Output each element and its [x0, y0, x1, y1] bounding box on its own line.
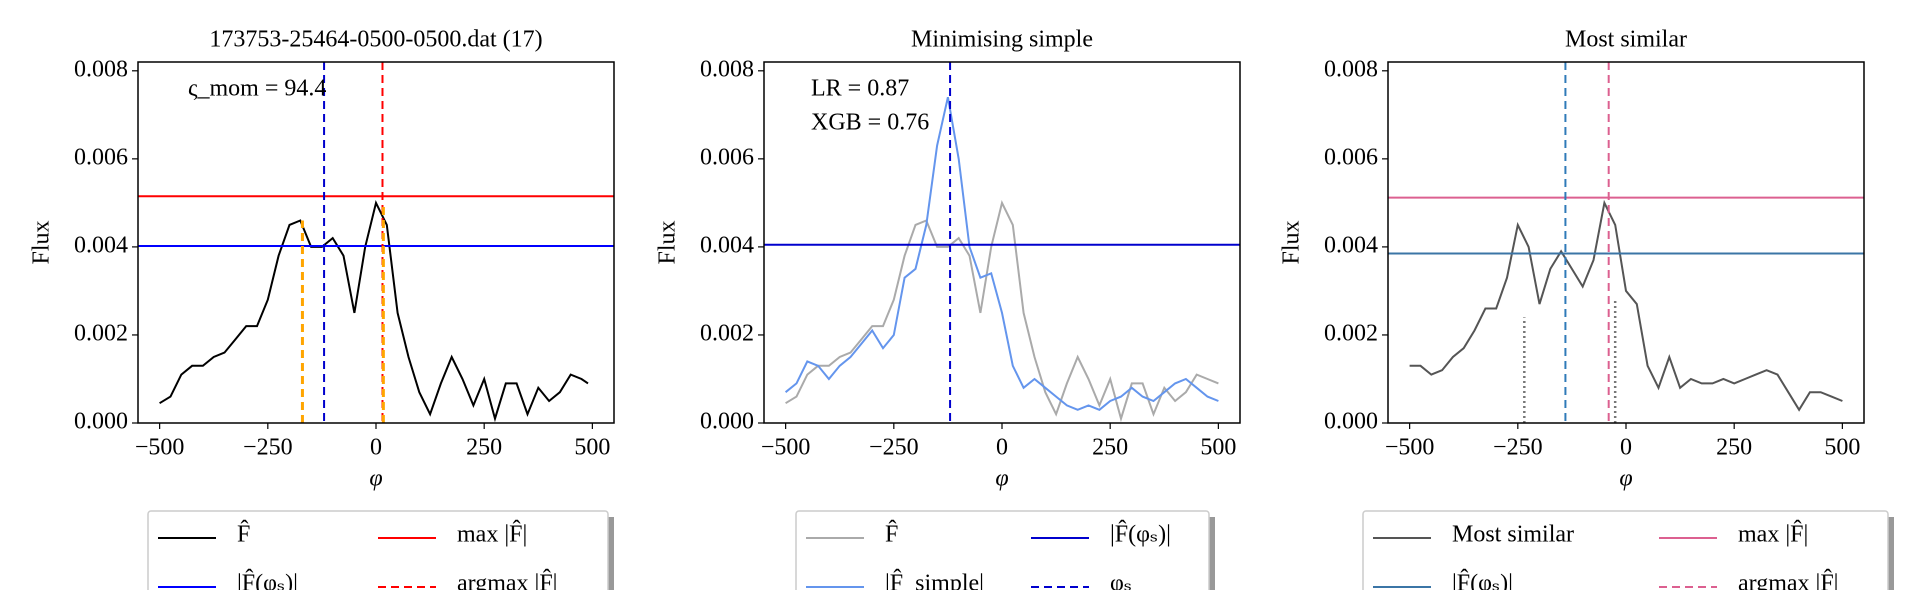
- x-tick-label: −500: [761, 435, 811, 461]
- y-tick-label: 0.008: [74, 56, 128, 82]
- y-tick-label: 0.000: [700, 409, 754, 435]
- legend-label: F̂: [237, 520, 250, 548]
- x-axis-label: φ: [369, 466, 382, 492]
- y-axis-label: Flux: [655, 220, 681, 264]
- legend-label: φₛ: [1110, 571, 1132, 590]
- y-tick-label: 0.002: [74, 320, 128, 346]
- axes-frame: [137, 61, 615, 424]
- y-tick-label: 0.002: [700, 320, 754, 346]
- annotation: ς_mom = 94.4: [188, 76, 326, 102]
- curve: [1409, 199, 1843, 412]
- curve: [784, 96, 1219, 411]
- x-tick-label: 0: [1620, 435, 1632, 461]
- axes-frame: [763, 61, 1241, 424]
- annotation: XGB = 0.76: [811, 110, 929, 136]
- chart-title: Minimising simple: [911, 27, 1093, 53]
- legend-label: |F̂(φₛ)|: [1452, 569, 1513, 590]
- y-tick-label: 0.006: [1324, 144, 1378, 170]
- y-tick-label: 0.004: [74, 232, 128, 258]
- y-tick-label: 0.008: [700, 56, 754, 82]
- curve: [785, 199, 1219, 423]
- legend-label: argmax |F̂|: [1738, 569, 1839, 590]
- legend-label: |F̂(φₛ)|: [237, 569, 298, 590]
- x-axis-label: φ: [1619, 466, 1632, 492]
- x-tick-label: 250: [1716, 435, 1752, 461]
- legend-box: [1362, 510, 1889, 590]
- x-tick-label: 500: [1824, 435, 1860, 461]
- legend-label: argmax |F̂|: [457, 569, 558, 590]
- x-tick-label: −250: [243, 435, 293, 461]
- x-tick-label: −500: [135, 435, 185, 461]
- x-tick-label: 250: [1092, 435, 1128, 461]
- y-tick-label: 0.006: [700, 144, 754, 170]
- x-tick-label: 500: [1200, 435, 1236, 461]
- chart-title: 173753-25464-0500-0500.dat (17): [209, 27, 542, 53]
- y-axis-label: Flux: [1279, 220, 1305, 264]
- x-tick-label: 500: [574, 435, 610, 461]
- legend-label: F̂: [885, 520, 898, 548]
- legend-box: [795, 510, 1210, 590]
- x-tick-label: 0: [996, 435, 1008, 461]
- legend-label: max |F̂|: [1738, 520, 1808, 548]
- legend-label: |F̂(φₛ)|: [1110, 520, 1171, 548]
- y-tick-label: 0.000: [74, 409, 128, 435]
- axes-frame: [1387, 61, 1865, 424]
- chart-title: Most similar: [1565, 27, 1687, 53]
- legend-box: [147, 510, 609, 590]
- y-tick-label: 0.000: [1324, 409, 1378, 435]
- y-tick-label: 0.002: [1324, 320, 1378, 346]
- x-tick-label: 0: [370, 435, 382, 461]
- curve: [159, 199, 589, 423]
- x-tick-label: −250: [869, 435, 919, 461]
- y-axis-label: Flux: [29, 220, 55, 264]
- y-tick-label: 0.004: [700, 232, 754, 258]
- legend-label: Most similar: [1452, 522, 1574, 548]
- y-tick-label: 0.004: [1324, 232, 1378, 258]
- x-tick-label: 250: [466, 435, 502, 461]
- legend-label: max |F̂|: [457, 520, 527, 548]
- y-tick-label: 0.008: [1324, 56, 1378, 82]
- x-tick-label: −500: [1385, 435, 1435, 461]
- x-tick-label: −250: [1493, 435, 1543, 461]
- y-tick-label: 0.006: [74, 144, 128, 170]
- annotation: LR = 0.87: [811, 76, 909, 102]
- legend-label: |F̂_simple|: [885, 569, 984, 590]
- x-axis-label: φ: [995, 466, 1008, 492]
